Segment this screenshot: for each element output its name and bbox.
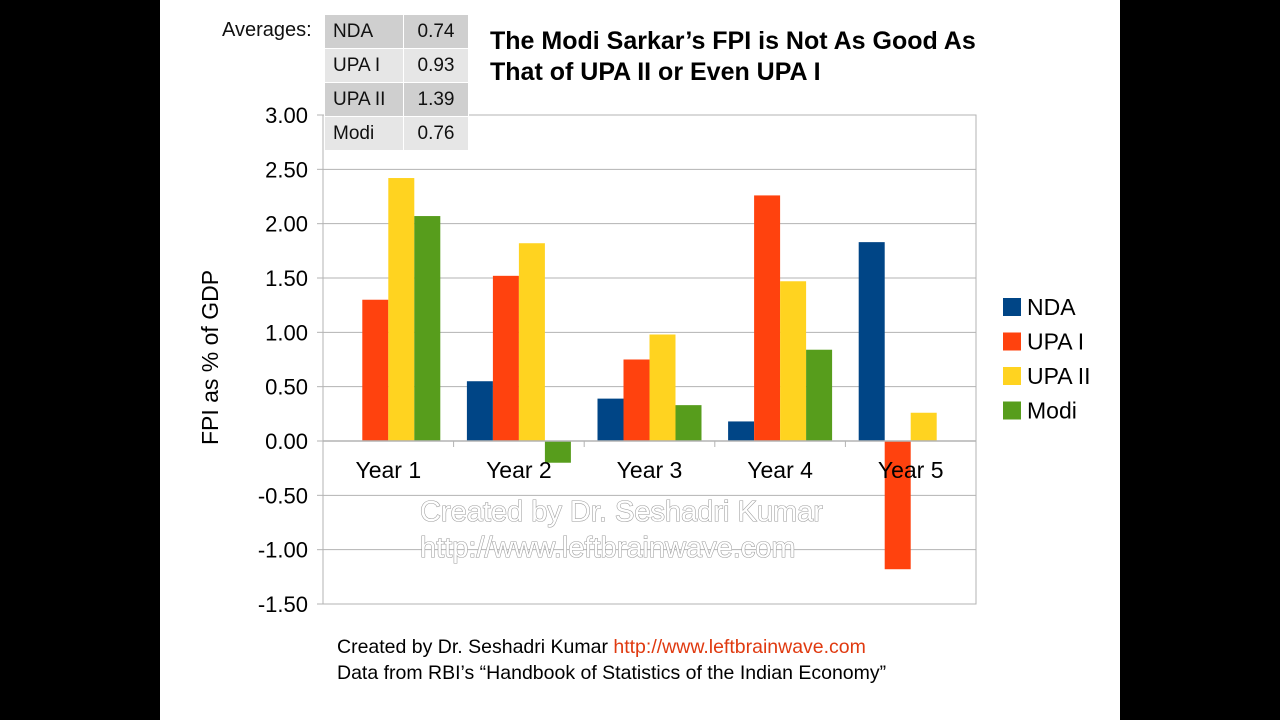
averages-table: NDA 0.74 UPA I 0.93 UPA II 1.39 Modi 0.7… [324, 14, 469, 151]
bar-upa-i [623, 359, 650, 441]
y-tick-label: -0.50 [258, 483, 308, 508]
slide: 3.00 2.50 2.00 1.50 1.00 0.50 0.00 -0.50 -1.00 -1… [160, 0, 1120, 720]
averages-name: UPA II [324, 82, 404, 117]
legend-swatch [1003, 367, 1021, 385]
footer-credit-line: Created by Dr. Seshadri Kumar http://www… [337, 634, 886, 660]
legend-swatch [1003, 401, 1021, 420]
legend-entry: UPA II [1027, 363, 1091, 389]
x-tick-label: Year 4 [747, 457, 813, 483]
watermark-line-1: Created by Dr. Seshadri Kumar [420, 496, 823, 528]
chart-title-line-1: The Modi Sarkar’s FPI is Not As Good As [490, 27, 976, 55]
bar-chart: 3.00 2.50 2.00 1.50 1.00 0.50 0.00 -0.50 -1.00 -1… [197, 103, 1091, 617]
averages-name: NDA [324, 14, 404, 49]
bar-modi [414, 216, 441, 441]
x-tick-label: Year 2 [486, 457, 552, 483]
y-axis-label: FPI as % of GDP [197, 270, 223, 445]
x-tick-label: Year 3 [617, 457, 683, 483]
legend-entry: UPA I [1027, 329, 1084, 355]
averages-name: UPA I [324, 48, 404, 83]
footer-credit: Created by Dr. Seshadri Kumar [337, 636, 614, 658]
averages-row: NDA 0.74 [324, 14, 469, 49]
footer-source: Data from RBI’s “Handbook of Statistics … [337, 662, 887, 684]
x-tick-label: Year 1 [355, 457, 421, 483]
bar-nda [597, 398, 624, 441]
y-tick-label: 2.00 [265, 212, 308, 237]
averages-row: UPA II 1.39 [324, 82, 469, 117]
y-tick-label: 0.00 [265, 429, 308, 454]
bar-upa-ii [649, 334, 676, 441]
bar-upa-i [754, 195, 781, 441]
footer-link[interactable]: http://www.leftbrainwave.com [613, 636, 866, 658]
bar-nda [466, 381, 493, 441]
x-tick-label: Year 5 [878, 457, 944, 483]
averages-row: UPA I 0.93 [324, 48, 469, 83]
averages-row: Modi 0.76 [324, 116, 469, 151]
legend-entry: Modi [1027, 398, 1077, 424]
averages-label: Averages: [222, 19, 312, 41]
bar-upa-ii [518, 243, 545, 441]
chart-title: The Modi Sarkar’s FPI is Not As Good As … [490, 26, 1090, 88]
bar-upa-i [362, 299, 389, 441]
averages-name: Modi [324, 116, 404, 151]
bar-nda [858, 242, 885, 441]
y-tick-label: 2.50 [265, 157, 308, 182]
legend-entry: NDA [1027, 294, 1076, 320]
bar-modi [544, 441, 571, 463]
watermark-line-2: http://www.leftbrainwave.com [420, 532, 796, 564]
bar-upa-i [884, 441, 911, 570]
bar-nda [728, 421, 755, 441]
bar-upa-ii [780, 281, 807, 441]
bar-upa-i [492, 275, 519, 441]
footer: Created by Dr. Seshadri Kumar http://www… [337, 634, 886, 686]
bar-upa-ii [388, 178, 415, 441]
y-tick-label: 3.00 [265, 103, 308, 128]
legend-swatch [1003, 332, 1021, 351]
bar-modi [806, 349, 833, 441]
averages-value: 1.39 [403, 82, 469, 117]
y-tick-label: 1.00 [265, 320, 308, 345]
chart-title-line-2: That of UPA II or Even UPA I [490, 58, 821, 86]
averages-value: 0.93 [403, 48, 469, 83]
legend-swatch [1003, 298, 1021, 316]
y-tick-label: 1.50 [265, 266, 308, 291]
y-tick-label: -1.00 [258, 538, 308, 563]
bar-upa-ii [910, 412, 937, 441]
y-tick-label: -1.50 [258, 592, 308, 617]
bar-modi [675, 405, 702, 441]
averages-value: 0.76 [403, 116, 469, 151]
averages-value: 0.74 [403, 14, 469, 49]
y-tick-label: 0.50 [265, 375, 308, 400]
